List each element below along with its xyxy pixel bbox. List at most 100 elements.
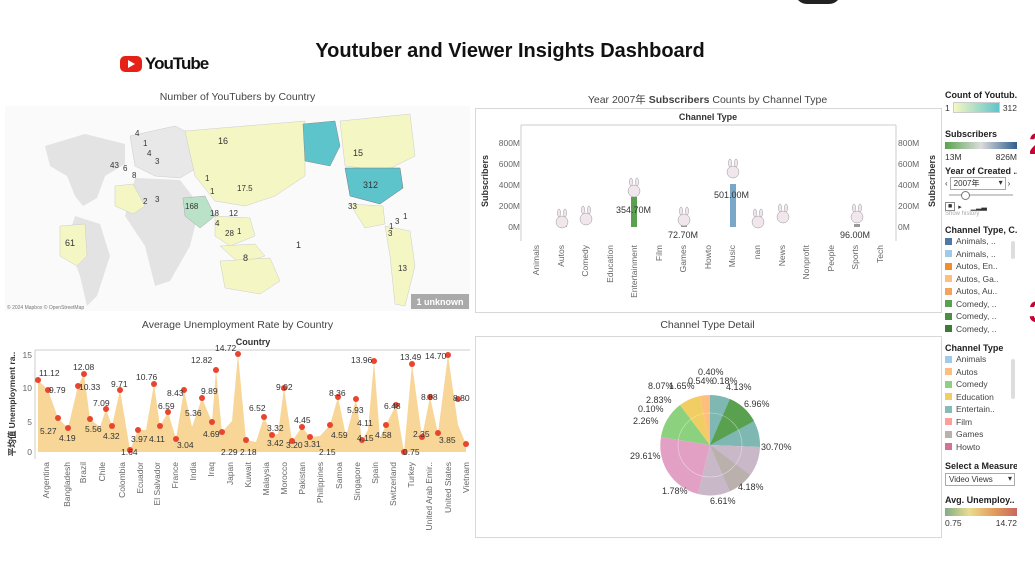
ct-legend[interactable]: Animals Autos Comedy Education Entertain… [945, 353, 1017, 453]
area-chart[interactable]: Country 15 10 5 0 平均值 Unemployment ra.. … [5, 334, 471, 537]
ctc-legend[interactable]: Animals, .. Animals, .. Autos, En.. Auto… [945, 235, 1017, 335]
svg-text:Japan: Japan [225, 462, 235, 485]
line-value-label: 8.80 [453, 393, 470, 403]
svg-text:Animals: Animals [531, 245, 541, 275]
ctc-legend-item[interactable]: Comedy, .. [945, 310, 1017, 323]
ctc-legend-item[interactable]: Comedy, .. [945, 323, 1017, 336]
bar-entertainment[interactable] [631, 197, 637, 227]
bar-title-bold: Subscribers [648, 94, 710, 106]
map-label: 312 [363, 180, 378, 190]
year-slider-handle[interactable] [961, 191, 970, 200]
pie-panel[interactable]: 0.40% 8.07% 1.65% 0.54% 0.18% 4.13% 2.83… [475, 336, 942, 538]
measure-title: Select a Measure [945, 461, 1017, 471]
bar-sports[interactable] [854, 224, 860, 227]
bar-music[interactable] [730, 184, 736, 227]
svg-text:France: France [170, 462, 180, 489]
chevron-left-icon[interactable]: ‹ [945, 179, 948, 188]
pie-chart[interactable]: 0.40% 8.07% 1.65% 0.54% 0.18% 4.13% 2.83… [476, 337, 941, 537]
subs-legend-title: Subscribers [945, 129, 998, 139]
map-label: 33 [348, 202, 357, 211]
bar-title: Year 2007年 Subscribers Counts by Channel… [475, 92, 940, 107]
measure-select[interactable]: Video Views [945, 473, 1015, 486]
ctc-legend-label: Autos, Au.. [956, 286, 998, 297]
playback-controls[interactable]: ■ ▸ ▁▂▃ [945, 202, 1017, 211]
ctc-scrollbar[interactable] [1011, 241, 1015, 259]
year-select[interactable]: 2007年 [949, 177, 1006, 190]
ct-legend-label: Education [956, 391, 994, 402]
dashboard-title: Youtuber and Viewer Insights Dashboard [315, 40, 705, 62]
year-slider[interactable] [949, 191, 1013, 200]
bar-chart[interactable]: Channel Type 800M 600M 400M 200M 0M 800M… [476, 109, 941, 312]
bar-ytick-right: 800M [898, 138, 919, 148]
map-label: 3 [155, 195, 160, 204]
ctc-legend-item[interactable]: Autos, En.. [945, 260, 1017, 273]
ct-legend-item[interactable]: Film [945, 416, 1017, 429]
svg-text:Philippines: Philippines [315, 462, 325, 503]
chevron-right-icon[interactable]: › [1007, 179, 1011, 188]
swatch-icon [945, 430, 952, 438]
ct-legend-item[interactable]: Games [945, 428, 1017, 441]
map-label: 16 [218, 136, 228, 146]
ctc-legend-title: Channel Type, C.. [945, 225, 1017, 235]
ct-legend-title: Channel Type [945, 343, 1004, 353]
ct-legend-item[interactable]: Entertain.. [945, 403, 1017, 416]
map-unknown-badge[interactable]: 1 unknown [417, 297, 464, 307]
pie-wedges[interactable] [660, 394, 761, 496]
play-icon [120, 56, 142, 72]
swatch-icon [945, 368, 952, 376]
line-value-label: 4.32 [103, 431, 120, 441]
line-chart-panel[interactable]: Country 15 10 5 0 平均值 Unemployment ra.. … [5, 334, 471, 537]
bar-ylabel-right: Subscribers [927, 155, 937, 207]
ctc-legend-item[interactable]: Autos, Au.. [945, 285, 1017, 298]
play-icon[interactable]: ▸ [958, 203, 962, 211]
area-points[interactable] [35, 351, 469, 455]
map-label: 43 [110, 161, 119, 170]
count-gradient [952, 102, 1000, 113]
ctc-legend-item[interactable]: Autos, Ga.. [945, 273, 1017, 286]
map-label: 1 [389, 222, 394, 231]
world-map[interactable]: 16 15 312 4 1 4 3 43 6 8 2 3 168 1 17.5 … [5, 106, 470, 311]
line-ylabel: 平均值 Unemployment ra.. [7, 352, 17, 456]
map-label: 1 [210, 187, 215, 196]
bar-chart-panel[interactable]: Channel Type 800M 600M 400M 200M 0M 800M… [475, 108, 942, 313]
pie-label: 4.13% [726, 382, 752, 392]
map-label: 4 [215, 219, 220, 228]
ctc-legend-label: Comedy, .. [956, 298, 997, 309]
line-value-label: 14.72 [215, 343, 237, 353]
ct-scrollbar[interactable] [1011, 359, 1015, 399]
speed-icon[interactable]: ▁▂▃ [970, 203, 987, 211]
svg-text:Samoa: Samoa [334, 462, 344, 489]
line-value-label: 12.08 [73, 362, 95, 372]
show-history-option[interactable]: Show history [945, 211, 980, 217]
line-value-label: 13.49 [400, 352, 422, 362]
line-value-label: 9.71 [111, 379, 128, 389]
pie-label: 29.61% [630, 451, 661, 461]
pie-label: 8.07% [648, 381, 674, 391]
subs-gradient [945, 142, 1017, 149]
ct-legend-item[interactable]: Howto [945, 441, 1017, 454]
line-title: Average Unemployment Rate by Country [141, 319, 334, 331]
ctc-legend-item[interactable]: Comedy, .. [945, 298, 1017, 311]
ctc-legend-item[interactable]: Animals, .. [945, 248, 1017, 261]
ctc-legend-item[interactable]: Animals, .. [945, 235, 1017, 248]
year-filter[interactable]: ‹ 2007年 › [945, 177, 1017, 190]
pie-label: 1.65% [669, 381, 695, 391]
bar-ytick: 400M [499, 180, 520, 190]
ct-legend-item[interactable]: Education [945, 391, 1017, 404]
map-label: 168 [185, 202, 199, 211]
line-value-label: 8.36 [329, 388, 346, 398]
svg-text:United Arab Emir..: United Arab Emir.. [424, 462, 434, 531]
map-panel[interactable]: 16 15 312 4 1 4 3 43 6 8 2 3 168 1 17.5 … [5, 106, 470, 311]
ct-legend-item[interactable]: Comedy [945, 378, 1017, 391]
svg-text:Malaysia: Malaysia [261, 462, 271, 496]
svg-text:Ecuador: Ecuador [135, 462, 145, 494]
ctc-legend-label: Comedy, .. [956, 323, 997, 334]
map-label: 3 [388, 229, 393, 238]
line-value-label: 10.33 [79, 382, 101, 392]
ct-legend-item[interactable]: Animals [945, 353, 1017, 366]
stop-icon[interactable]: ■ [945, 202, 956, 211]
svg-text:Tech: Tech [875, 245, 885, 263]
line-value-label: 2.15 [319, 447, 336, 457]
line-value-label: 1.64 [121, 447, 138, 457]
ct-legend-item[interactable]: Autos [945, 366, 1017, 379]
